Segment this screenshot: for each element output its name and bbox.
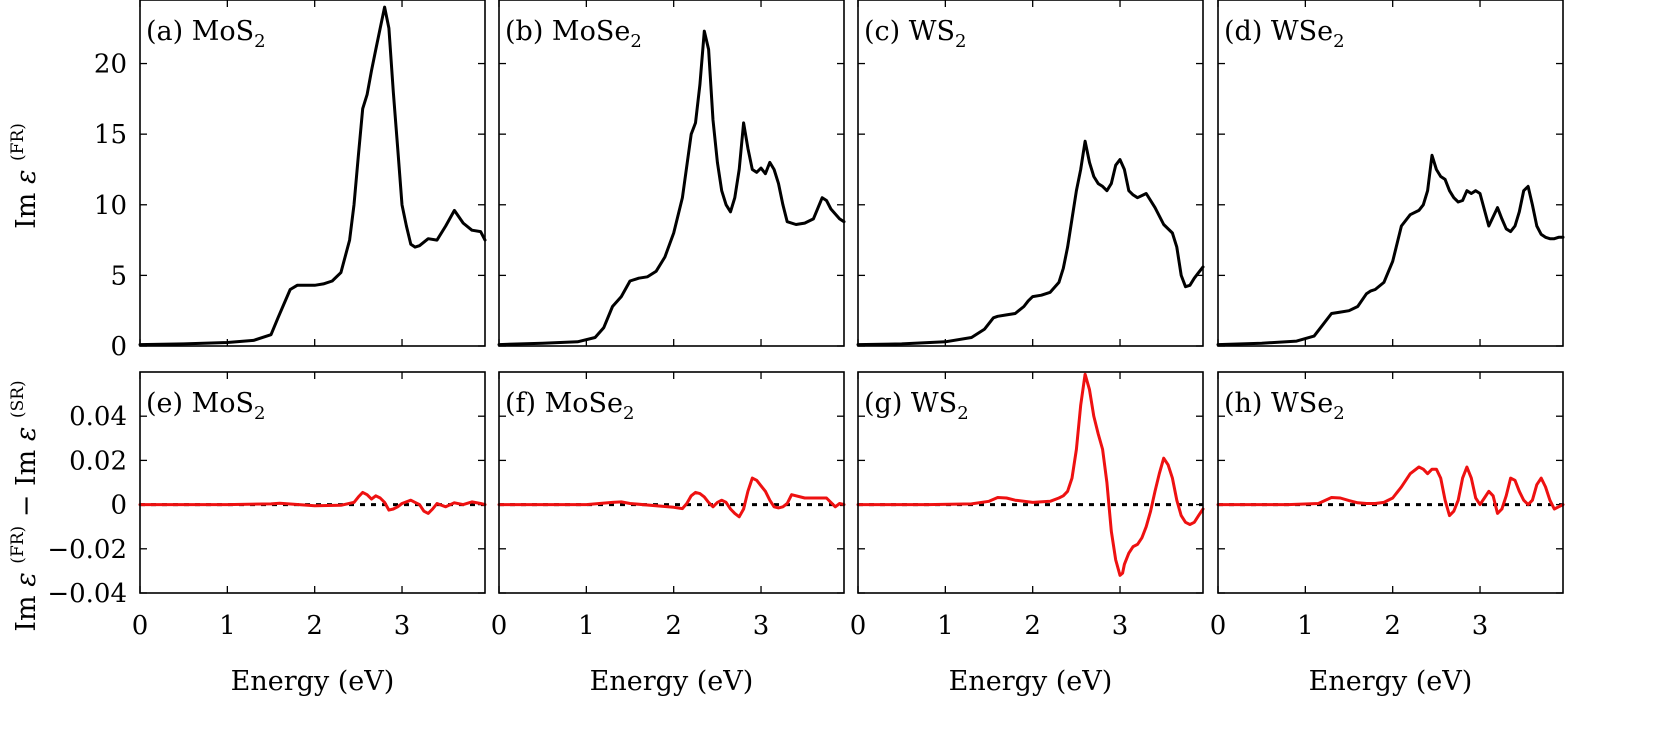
x-tick-label-h-3: 3 [1472, 611, 1489, 641]
panel-d: (d) WSe2 [1216, 0, 1565, 347]
x-axis-title-f: Energy (eV) [590, 666, 754, 697]
panel-label-subscript-b: 2 [630, 31, 641, 52]
panel-label-a: (a) MoS2 [146, 16, 266, 52]
plot-frame-c [857, 0, 1204, 347]
y-tick-label-e-1: −0.02 [47, 535, 127, 565]
x-axis-title-g: Energy (eV) [949, 666, 1113, 697]
plot-frame-e [139, 371, 486, 594]
x-tick-label-e-2: 2 [306, 611, 323, 641]
panel-c: (c) WS2 [856, 0, 1205, 347]
x-tick-label-f-3: 3 [753, 611, 770, 641]
x-tick-label-h-1: 1 [1297, 611, 1314, 641]
panel-label-text-f: (f) MoSe [505, 388, 623, 419]
series-line-d [1216, 153, 1565, 347]
top-y-axis-title-prefix: Im [11, 193, 42, 229]
series-line-f [497, 476, 846, 519]
x-axis-title-e: Energy (eV) [231, 666, 395, 697]
plot-frame-g [857, 371, 1204, 594]
panel-label-text-a: (a) MoS [146, 16, 254, 47]
x-axis-title-h: Energy (eV) [1309, 666, 1473, 697]
x-tick-label-h-0: 0 [1210, 611, 1227, 641]
x-tick-label-f-1: 1 [578, 611, 595, 641]
x-tick-label-g-0: 0 [850, 611, 867, 641]
y-tick-label-a-4: 20 [94, 50, 127, 80]
panel-label-text-g: (g) WS [864, 388, 957, 419]
panel-label-g: (g) WS2 [864, 388, 969, 424]
series-line-b [497, 29, 846, 347]
panel-label-subscript-c: 2 [955, 31, 966, 52]
plot-frame-f [498, 371, 845, 594]
y-tick-label-a-0: 0 [110, 332, 127, 362]
plot-frame-d [1217, 0, 1564, 347]
x-tick-label-g-1: 1 [937, 611, 954, 641]
x-tick-label-f-2: 2 [665, 611, 682, 641]
top-y-axis-title-symbol: ε [11, 170, 42, 185]
y-tick-label-e-2: 0 [110, 491, 127, 521]
panel-label-subscript-e: 2 [254, 403, 265, 424]
panel-label-c: (c) WS2 [864, 16, 966, 52]
series-line-a [138, 5, 487, 347]
series-line-g [856, 372, 1205, 577]
panel-label-subscript-g: 2 [957, 403, 968, 424]
series-line-c [856, 139, 1205, 347]
panel-label-e: (e) MoS2 [146, 388, 265, 424]
x-tick-label-h-2: 2 [1384, 611, 1401, 641]
plot-frame-h [1217, 371, 1564, 594]
x-tick-label-g-3: 3 [1112, 611, 1129, 641]
panel-label-d: (d) WSe2 [1224, 16, 1345, 52]
x-tick-label-f-0: 0 [491, 611, 508, 641]
series-line-e [138, 490, 487, 515]
y-tick-label-a-2: 10 [94, 191, 127, 221]
panel-label-text-h: (h) WSe [1224, 388, 1333, 419]
panel-label-b: (b) MoSe2 [505, 16, 642, 52]
panel-label-f: (f) MoSe2 [505, 388, 634, 424]
bottom-y-axis-title-symbol-2: ε [11, 427, 42, 442]
panel-b: (b) MoSe2 [497, 0, 846, 347]
bottom-y-axis-title-symbol: ε [11, 572, 42, 587]
top-y-axis-title-superscript: (FR) [8, 123, 28, 161]
series-line-h [1216, 465, 1565, 518]
panel-label-text-c: (c) WS [864, 16, 955, 47]
bottom-y-axis-title-superscript-1: (FR) [8, 526, 28, 564]
panel-label-subscript-h: 2 [1333, 403, 1344, 424]
x-tick-label-e-1: 1 [219, 611, 236, 641]
bottom-y-axis-title-middle: − Im [11, 450, 42, 517]
y-tick-label-e-3: 0.02 [69, 446, 127, 476]
y-tick-label-e-4: 0.04 [69, 402, 127, 432]
bottom-y-axis-title-prefix: Im [11, 595, 42, 631]
plot-frame-b [498, 0, 845, 347]
panel-label-subscript-d: 2 [1333, 31, 1344, 52]
panel-label-text-e: (e) MoS [146, 388, 254, 419]
y-tick-label-e-0: −0.04 [47, 579, 127, 609]
panel-label-h: (h) WSe2 [1224, 388, 1345, 424]
plot-frame-a [139, 0, 486, 347]
panel-label-subscript-a: 2 [254, 31, 265, 52]
panel-label-text-b: (b) MoSe [505, 16, 630, 47]
x-tick-label-g-2: 2 [1024, 611, 1041, 641]
bottom-y-axis-title-superscript-2: (SR) [8, 380, 28, 418]
x-tick-label-e-3: 3 [394, 611, 411, 641]
y-tick-label-a-1: 5 [110, 261, 127, 291]
bottom-y-axis-title: Im ε (FR) − Im ε (SR) [0, 380, 42, 631]
panel-label-subscript-f: 2 [623, 403, 634, 424]
panel-label-text-d: (d) WSe [1224, 16, 1333, 47]
y-tick-label-a-3: 15 [94, 120, 127, 150]
x-tick-label-e-0: 0 [132, 611, 149, 641]
top-y-axis-title: Im ε (FR) [8, 123, 42, 229]
